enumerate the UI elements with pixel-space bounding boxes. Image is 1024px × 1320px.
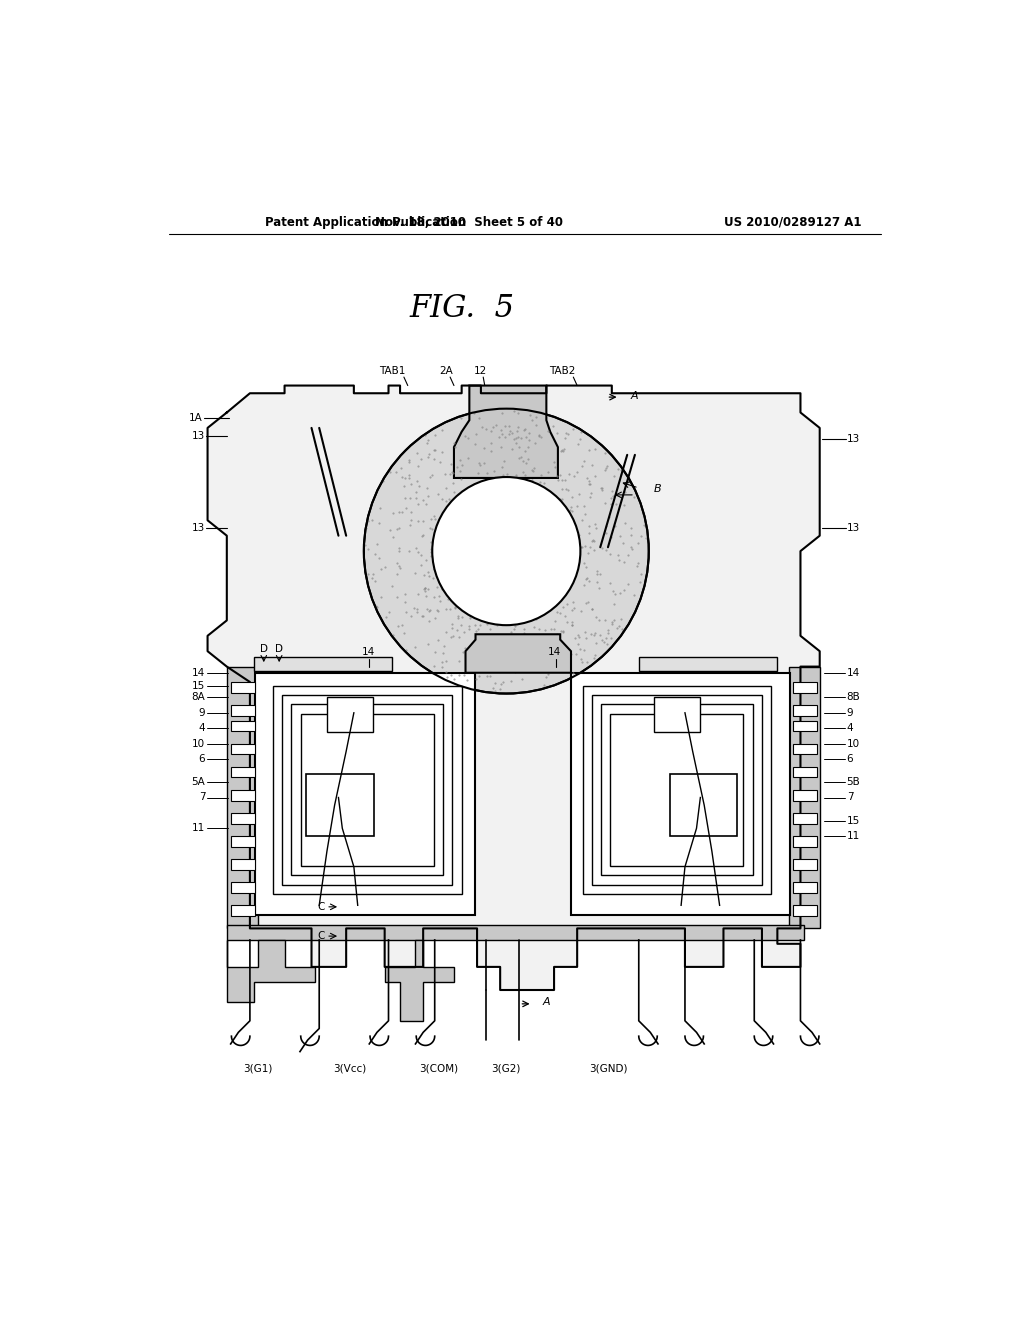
Text: 3(G1): 3(G1) <box>243 1063 272 1073</box>
Bar <box>254 657 392 671</box>
Text: 13: 13 <box>847 523 860 533</box>
Text: 15: 15 <box>847 816 860 825</box>
Text: 5A: 5A <box>191 777 205 787</box>
Text: 6: 6 <box>199 754 205 764</box>
Text: 7: 7 <box>847 792 853 803</box>
Text: 10: 10 <box>847 739 860 748</box>
Text: 2A: 2A <box>439 366 454 376</box>
Bar <box>793 813 817 824</box>
Text: 13: 13 <box>193 523 205 533</box>
Bar <box>793 743 817 755</box>
Bar <box>793 836 817 847</box>
Text: A: A <box>631 391 639 400</box>
Text: 7: 7 <box>199 792 205 803</box>
Bar <box>601 705 753 875</box>
Text: 3(G2): 3(G2) <box>490 1063 520 1073</box>
Text: 9: 9 <box>847 708 853 718</box>
Bar <box>327 697 373 733</box>
Text: 3(GND): 3(GND) <box>589 1063 628 1073</box>
Text: 12: 12 <box>474 366 487 376</box>
Bar <box>230 859 255 870</box>
Polygon shape <box>385 940 454 1020</box>
Bar <box>230 813 255 824</box>
Text: 10: 10 <box>193 739 205 748</box>
Text: B: B <box>654 484 662 495</box>
Bar <box>583 686 771 894</box>
Polygon shape <box>454 385 558 478</box>
Text: A: A <box>543 997 550 1007</box>
Bar <box>230 789 255 800</box>
Text: Patent Application Publication: Patent Application Publication <box>265 215 467 228</box>
Bar <box>273 686 462 894</box>
Bar <box>793 682 817 693</box>
Bar <box>306 775 374 836</box>
Bar <box>230 743 255 755</box>
Text: 14: 14 <box>548 647 561 656</box>
Bar <box>592 696 762 884</box>
Text: TAB2: TAB2 <box>549 366 574 376</box>
Text: 15: 15 <box>193 681 205 690</box>
Bar <box>230 836 255 847</box>
Text: FIG.  5: FIG. 5 <box>410 293 514 323</box>
Text: 11: 11 <box>193 824 205 833</box>
Bar <box>230 767 255 777</box>
Bar <box>788 667 819 928</box>
Text: 14: 14 <box>847 668 860 677</box>
Bar <box>292 705 443 875</box>
Text: 5B: 5B <box>847 777 860 787</box>
Text: US 2010/0289127 A1: US 2010/0289127 A1 <box>724 215 861 228</box>
Text: 13: 13 <box>193 430 205 441</box>
Bar <box>793 767 817 777</box>
Text: C: C <box>317 902 325 912</box>
Ellipse shape <box>432 477 581 626</box>
Text: 11: 11 <box>847 832 860 841</box>
Bar <box>639 657 777 671</box>
Text: 8A: 8A <box>191 693 205 702</box>
Bar <box>301 714 434 866</box>
Text: D: D <box>275 644 284 653</box>
Text: 13: 13 <box>847 434 860 445</box>
Bar <box>226 924 804 940</box>
Bar <box>283 696 453 884</box>
Bar <box>571 673 791 915</box>
Text: 8B: 8B <box>847 693 860 702</box>
Bar <box>793 789 817 800</box>
Text: 4: 4 <box>199 723 205 733</box>
Bar <box>793 859 817 870</box>
Text: TAB1: TAB1 <box>379 366 406 376</box>
Polygon shape <box>208 385 819 990</box>
Text: C: C <box>317 931 325 941</box>
Bar <box>230 705 255 715</box>
Bar <box>230 882 255 892</box>
Bar <box>654 697 700 733</box>
Text: Nov. 18, 2010  Sheet 5 of 40: Nov. 18, 2010 Sheet 5 of 40 <box>376 215 563 228</box>
Bar <box>230 906 255 916</box>
Bar <box>230 682 255 693</box>
Ellipse shape <box>364 409 649 693</box>
Text: 14: 14 <box>361 647 375 656</box>
Text: 1A: 1A <box>189 413 203 422</box>
Text: 9: 9 <box>199 708 205 718</box>
Text: 3(Vcc): 3(Vcc) <box>334 1063 367 1073</box>
Bar <box>670 775 737 836</box>
Polygon shape <box>226 940 315 1002</box>
Bar <box>793 721 817 731</box>
Bar <box>230 721 255 731</box>
Text: 3(COM): 3(COM) <box>419 1063 458 1073</box>
Bar <box>793 882 817 892</box>
Bar <box>793 906 817 916</box>
Bar <box>226 667 258 928</box>
Text: 6: 6 <box>847 754 853 764</box>
Polygon shape <box>466 635 571 673</box>
Bar <box>793 705 817 715</box>
Text: 14: 14 <box>193 668 205 677</box>
Text: D: D <box>260 644 267 653</box>
Bar <box>255 673 475 915</box>
Text: 4: 4 <box>847 723 853 733</box>
Bar <box>610 714 743 866</box>
